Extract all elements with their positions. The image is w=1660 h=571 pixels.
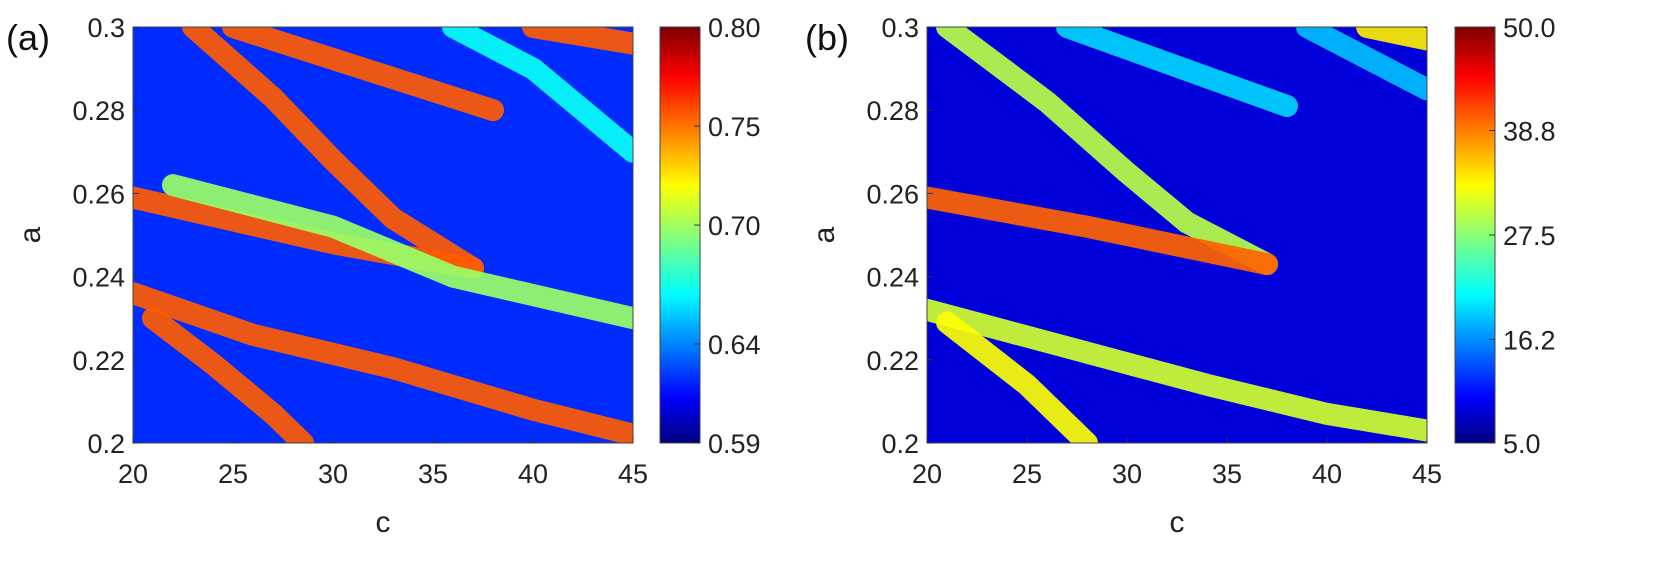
- x-tick-label: 45: [1412, 459, 1442, 489]
- x-tick-label: 35: [418, 459, 448, 489]
- y-tick-label: 0.22: [72, 346, 125, 376]
- heatmap-band: [442, 27, 633, 163]
- heatmap-band: [927, 186, 1278, 276]
- x-tick-label: 40: [1312, 459, 1342, 489]
- heatmap-band: [1356, 27, 1427, 51]
- x-ticks-b: 20 25 30 35 40 45: [912, 437, 1442, 489]
- colorbar-tick-label: 38.8: [1503, 117, 1556, 147]
- heatmap-band: [936, 27, 1278, 276]
- panel-label-a: (a): [6, 17, 50, 58]
- heatmap-band: [222, 27, 504, 122]
- x-axis-label-a: c: [376, 506, 391, 539]
- heatmap-features: [133, 27, 633, 443]
- colorbar-a: 0.59 0.64 0.70 0.75 0.80: [659, 13, 761, 459]
- y-axis-label-a: a: [14, 226, 47, 243]
- heatmap-band: [182, 27, 484, 280]
- y-axis-label-b: a: [808, 226, 841, 243]
- x-tick-label: 40: [518, 459, 548, 489]
- y-tick-label: 0.2: [87, 429, 125, 459]
- colorbar-tick-label: 5.0: [1503, 429, 1541, 459]
- colorbar-tick-label: 0.64: [708, 330, 761, 360]
- colorbar-tick-label: 50.0: [1503, 13, 1556, 43]
- heatmap-band: [133, 282, 633, 443]
- y-tick-label: 0.26: [866, 179, 919, 209]
- panel-b: (b) 20 25 30 35 40 45 0.20.220.240.260.280.3 …: [805, 13, 1556, 539]
- y-tick-label: 0.3: [881, 13, 919, 43]
- heatmap-band: [936, 311, 1098, 443]
- heatmap-band: [1056, 27, 1298, 117]
- colorbar-tick-label: 0.75: [708, 112, 761, 142]
- colorbar-tick-label: 0.59: [708, 429, 761, 459]
- heatmap-band: [1296, 27, 1427, 101]
- y-tick-label: 0.22: [866, 346, 919, 376]
- x-tick-label: 25: [218, 459, 248, 489]
- x-tick-label: 20: [118, 459, 148, 489]
- panel-label-b: (b): [805, 17, 849, 58]
- y-ticks-a: 0.2 0.22 0.24 0.26 0.28 0.3: [72, 13, 139, 459]
- y-tick-label: 0.3: [87, 13, 125, 43]
- y-tick-label: 0.24: [866, 263, 919, 293]
- heatmap-b: [926, 26, 1428, 444]
- colorbar-tick-label: 16.2: [1503, 325, 1556, 355]
- colorbar-tick-label: 0.70: [708, 211, 761, 241]
- x-ticks-a: 20 25 30 35 40 45: [118, 437, 648, 489]
- heatmap-band: [927, 298, 1427, 442]
- colorbar-tick-label: 0.80: [708, 13, 761, 43]
- y-tick-label: 0.24: [72, 263, 125, 293]
- x-tick-label: 30: [1112, 459, 1142, 489]
- panel-a: (a) 20 25 30 35 40 45 0.20.220.240.260.280.3 …: [6, 13, 761, 539]
- heatmap-a: [132, 26, 634, 444]
- heatmap-band: [522, 27, 633, 55]
- x-tick-label: 35: [1212, 459, 1242, 489]
- plot-frame: [926, 26, 1428, 444]
- heatmap-band: [142, 307, 314, 443]
- x-tick-label: 20: [912, 459, 942, 489]
- x-tick-label: 30: [318, 459, 348, 489]
- plot-frame: [132, 26, 634, 444]
- colorbar-tick-label: 27.5: [1503, 221, 1556, 251]
- heatmap-features: [927, 27, 1427, 443]
- y-tick-label: 0.2: [881, 429, 919, 459]
- y-tick-label: 0.26: [72, 179, 125, 209]
- x-tick-label: 25: [1012, 459, 1042, 489]
- heatmap-band: [162, 174, 633, 330]
- x-tick-label: 45: [618, 459, 648, 489]
- colorbar-b: 5.0 16.2 27.5 38.8 50.0: [1454, 13, 1556, 459]
- x-axis-label-b: c: [1170, 506, 1185, 539]
- colorbar-gradient: [659, 26, 701, 444]
- y-tick-label: 0.28: [72, 96, 125, 126]
- y-ticks-b: 0.2 0.22 0.24 0.26 0.28 0.3: [866, 13, 933, 459]
- y-tick-label: 0.28: [866, 96, 919, 126]
